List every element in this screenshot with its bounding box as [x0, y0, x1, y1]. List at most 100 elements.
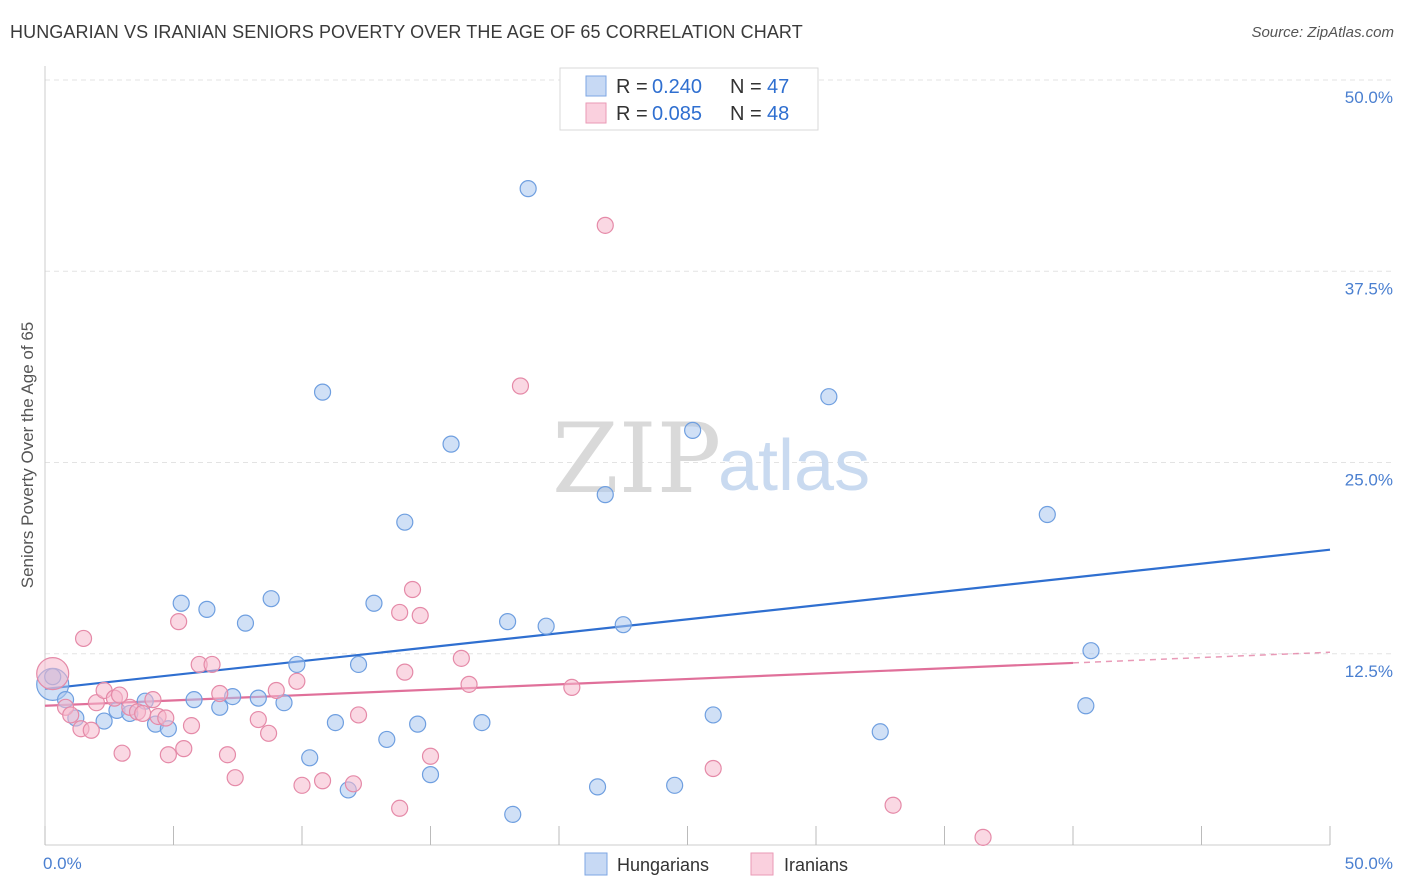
- bottom-legend-hungarians: Hungarians: [617, 855, 709, 875]
- point-iranians-30: [293, 776, 311, 794]
- point-iranians-9: [110, 686, 129, 704]
- point-iranians-47: [974, 828, 992, 846]
- point-hungarians-37: [614, 616, 632, 634]
- point-iranians-26: [249, 710, 267, 729]
- legend-r-value-2: 0.085: [652, 103, 702, 125]
- point-iranians-25: [226, 769, 244, 787]
- point-hungarians-28: [421, 766, 440, 784]
- point-iranians-41: [460, 675, 478, 693]
- point-iranians-44: [596, 216, 614, 234]
- point-iranians-18: [170, 613, 188, 631]
- point-hungarians-33: [519, 180, 537, 198]
- point-hungarians-20: [313, 383, 332, 401]
- bottom-legend-iranians: Iranians: [784, 855, 848, 875]
- point-hungarians-10: [185, 691, 203, 709]
- point-iranians-5: [82, 721, 100, 739]
- point-hungarians-19: [301, 749, 319, 767]
- y-tick-label-0: 12.5%: [1345, 662, 1393, 681]
- point-hungarians-14: [236, 614, 255, 632]
- legend-top: R = 0.240 N = 47 R = 0.085 N = 48: [559, 67, 819, 131]
- point-hungarians-30: [473, 713, 491, 732]
- point-hungarians-17: [275, 694, 293, 712]
- point-hungarians-34: [537, 617, 555, 635]
- legend-bottom: Hungarians Iranians: [584, 852, 848, 876]
- point-iranians-40: [452, 649, 470, 667]
- watermark: ZIP atlas: [552, 403, 870, 515]
- point-hungarians-41: [820, 388, 838, 406]
- point-iranians-36: [396, 663, 414, 681]
- point-iranians-29: [288, 672, 306, 690]
- legend-swatch-iranians: [585, 102, 607, 124]
- point-hungarians-11: [198, 600, 216, 618]
- point-hungarians-18: [288, 655, 306, 674]
- legend-n-label-1: N =: [730, 76, 762, 98]
- point-hungarians-42: [871, 723, 889, 741]
- data-points: [36, 180, 1100, 846]
- point-hungarians-29: [442, 435, 460, 453]
- point-iranians-32: [344, 775, 362, 793]
- point-iranians-42: [511, 377, 530, 395]
- point-iranians-24: [218, 746, 237, 764]
- point-hungarians-40: [704, 706, 722, 724]
- point-iranians-6: [87, 694, 106, 712]
- point-hungarians-9: [172, 594, 190, 612]
- point-iranians-43: [563, 678, 581, 697]
- point-iranians-46: [884, 796, 902, 814]
- legend-r-label-2: R =: [616, 103, 648, 125]
- bottom-legend-swatch-hungarians: [584, 852, 608, 876]
- y-tick-labels: 12.5% 25.0% 37.5% 50.0%: [1345, 88, 1393, 681]
- point-hungarians-21: [326, 713, 345, 732]
- trend-line-hungarians: [44, 548, 1331, 691]
- trend-line-dashed-iranians: [1072, 651, 1331, 664]
- point-hungarians-25: [378, 730, 396, 749]
- legend-r-value-1: 0.240: [652, 76, 702, 98]
- point-hungarians-16: [262, 590, 280, 608]
- x-tick-label-0: 0.0%: [43, 854, 82, 873]
- point-hungarians-35: [588, 778, 607, 796]
- x-tick-labels: 0.0% 50.0%: [43, 854, 1393, 873]
- x-tick-label-1: 50.0%: [1345, 854, 1393, 873]
- point-iranians-45: [704, 759, 722, 778]
- point-iranians-39: [421, 747, 440, 765]
- legend-n-label-2: N =: [730, 103, 762, 125]
- point-hungarians-43: [1038, 505, 1056, 524]
- legend-swatch-hungarians: [585, 75, 607, 97]
- point-iranians-17: [159, 746, 177, 764]
- bottom-legend-swatch-iranians: [750, 852, 774, 876]
- point-iranians-22: [203, 655, 221, 674]
- point-hungarians-27: [409, 715, 427, 733]
- point-iranians-33: [349, 706, 368, 724]
- point-hungarians-38: [666, 776, 684, 794]
- y-tick-label-1: 25.0%: [1345, 471, 1393, 490]
- legend-n-value-2: 48: [767, 103, 789, 125]
- point-iranians-27: [259, 724, 278, 742]
- axes: [44, 66, 1331, 846]
- legend-r-label-1: R =: [616, 76, 648, 98]
- point-hungarians-24: [365, 594, 383, 612]
- legend-n-value-1: 47: [767, 76, 789, 98]
- point-iranians-34: [391, 799, 409, 817]
- point-iranians-16: [157, 709, 175, 727]
- point-iranians-0: [36, 657, 70, 691]
- point-iranians-37: [403, 580, 422, 599]
- y-axis-label: Seniors Poverty Over the Age of 65: [18, 322, 37, 588]
- point-hungarians-44: [1077, 697, 1095, 715]
- point-iranians-31: [313, 772, 332, 790]
- point-hungarians-45: [1082, 642, 1100, 660]
- source-label: Source: ZipAtlas.com: [1251, 24, 1394, 41]
- y-tick-label-2: 37.5%: [1345, 279, 1393, 298]
- point-hungarians-36: [596, 486, 614, 504]
- point-hungarians-23: [349, 655, 368, 674]
- trend-lines: [44, 548, 1331, 707]
- point-hungarians-39: [684, 421, 702, 439]
- point-iranians-38: [411, 606, 429, 625]
- point-iranians-2: [62, 706, 80, 724]
- point-hungarians-26: [396, 513, 414, 531]
- point-iranians-20: [182, 717, 201, 735]
- chart-title: HUNGARIAN VS IRANIAN SENIORS POVERTY OVE…: [10, 22, 803, 42]
- watermark-zip: ZIP: [552, 403, 721, 515]
- point-iranians-13: [134, 704, 152, 723]
- y-tick-label-3: 50.0%: [1345, 88, 1393, 107]
- point-iranians-4: [74, 629, 93, 648]
